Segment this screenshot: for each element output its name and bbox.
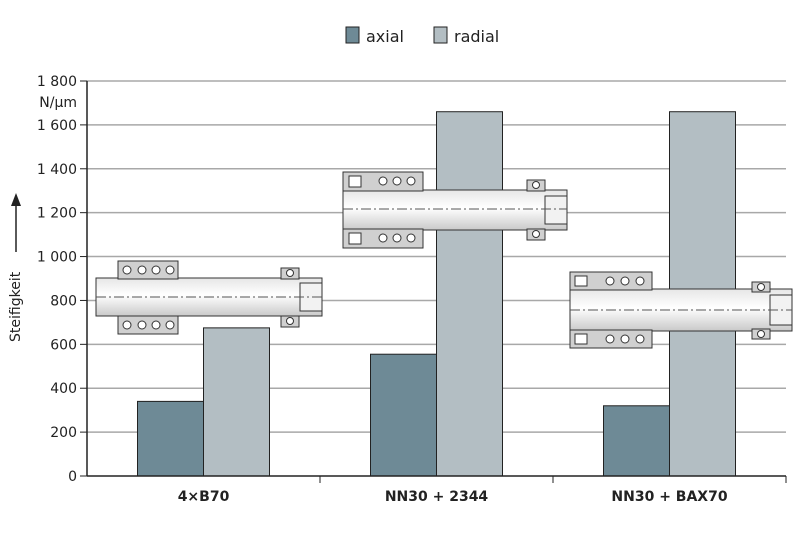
y-tick-label: 200 [50,425,77,441]
y-unit-label: N/μm [39,95,77,111]
bar-axial [603,405,670,477]
y-tick-label: 400 [50,381,77,397]
y-ticks: 0 200 400 600 800 1 000 1 200 1 400 1 600 1 800 [37,74,87,485]
y-tick-label: 1 600 [37,118,77,134]
bars [137,111,736,477]
legend-label-radial: radial [454,27,499,46]
y-tick-label: 600 [50,337,77,353]
spindle-illustration-1 [95,260,323,335]
spindle-illustration-3 [569,271,793,349]
bar-radial [436,111,503,477]
x-categories: 4×B70 NN30 + 2344 NN30 + BAX70 [178,489,728,505]
y-axis-title: Steifigkeit [8,193,24,342]
bar-axial [370,353,437,477]
y-tick-label: 0 [68,469,77,485]
x-category-label: 4×B70 [178,489,230,505]
y-tick-label: 1 200 [37,206,77,222]
y-tick-label: 1 400 [37,162,77,178]
bar-axial [137,400,204,477]
y-tick-label: 800 [50,293,77,309]
bar-radial [203,327,270,477]
legend: axial radial [345,26,499,46]
y-tick-label: 1 000 [37,250,77,266]
x-category-label: NN30 + BAX70 [611,489,727,505]
legend-label-axial: axial [366,27,404,46]
spindle-illustration-2 [342,171,568,249]
y-axis-label: Steifigkeit [8,271,24,342]
y-tick-label: 1 800 [37,74,77,90]
legend-swatch-axial [345,26,360,44]
axes [86,81,787,483]
x-category-label: NN30 + 2344 [385,489,489,505]
legend-swatch-radial [433,26,448,44]
y-axis-arrow-head [11,193,21,206]
